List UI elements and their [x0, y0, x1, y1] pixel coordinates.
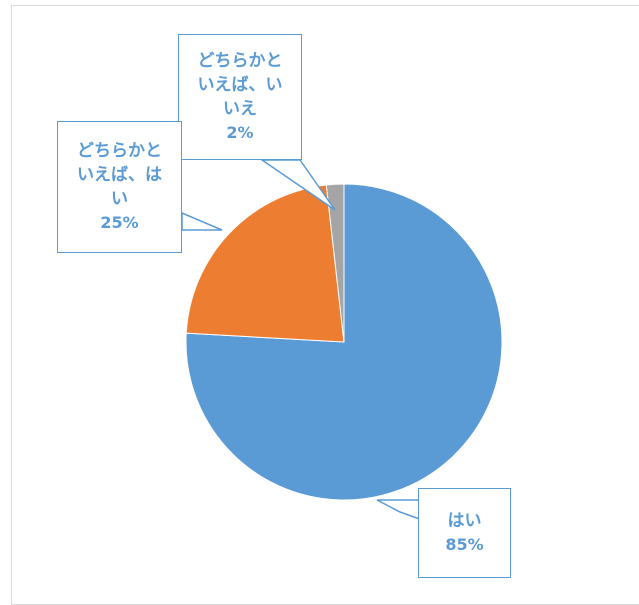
pie-chart: [181, 159, 503, 524]
data-label-dochira-hai-percent: 25%: [100, 213, 139, 232]
data-label-dochira-iie-percent: 2%: [226, 123, 254, 142]
data-label-dochira-hai: どちらかと いえば、は い 25%: [57, 121, 182, 253]
pie-slice-1: [185, 184, 345, 343]
leader-line-2: [259, 159, 336, 211]
pie-slice-0: [185, 183, 503, 501]
data-label-dochira-iie-category: どちらかと いえば、い いえ: [197, 51, 283, 119]
data-label-dochira-hai-category: どちらかと いえば、は い: [77, 141, 162, 209]
pie-slice-2: [325, 183, 345, 343]
data-label-hai: はい 85%: [418, 488, 511, 578]
data-label-dochira-iie: どちらかと いえば、い いえ 2%: [178, 34, 302, 160]
data-label-hai-percent: 85%: [445, 535, 484, 554]
data-label-hai-category: はい: [447, 511, 482, 531]
pie-slices: [185, 183, 503, 501]
leader-lines: [181, 159, 430, 524]
leader-line-1: [181, 211, 223, 231]
